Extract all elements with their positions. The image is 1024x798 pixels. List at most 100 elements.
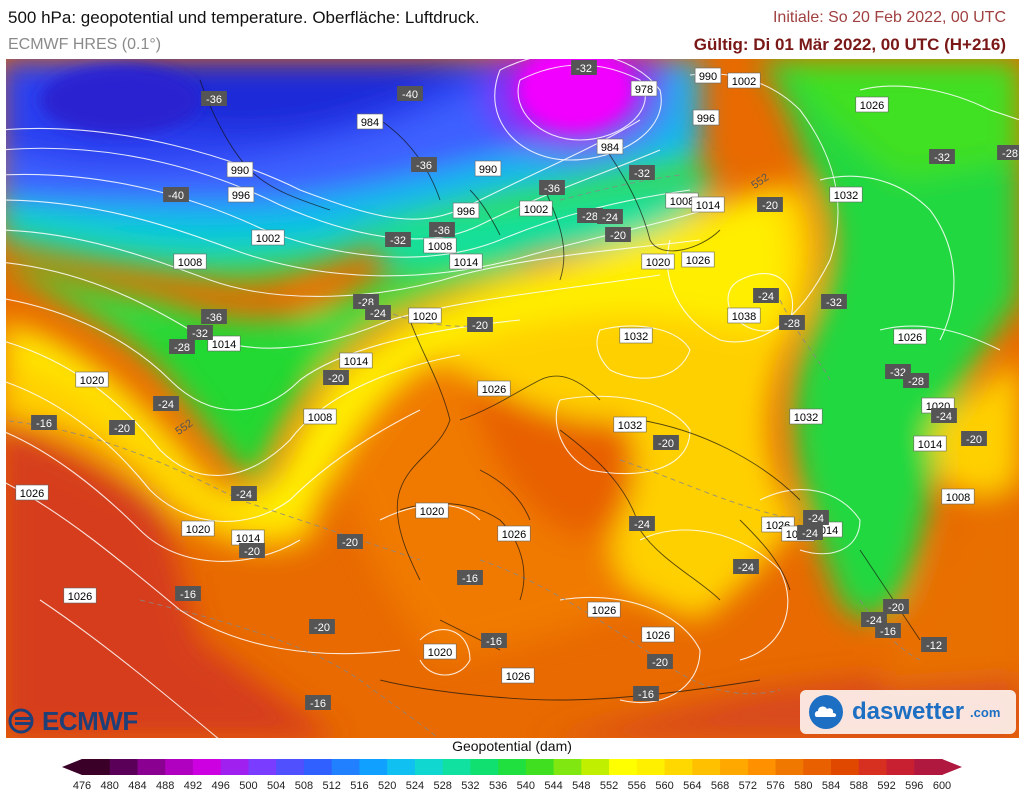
colorbar-tick-label: 552 xyxy=(599,780,619,792)
pressure-label-box xyxy=(63,587,97,604)
pressure-label: 1008 xyxy=(173,253,207,270)
ecmwf-logo: ECMWF xyxy=(8,706,138,736)
pressure-label-box xyxy=(681,251,715,268)
colorbar-tick-label: 524 xyxy=(405,780,425,792)
colorbar-segment xyxy=(470,759,499,775)
temperature-label-text: -32 xyxy=(934,152,950,164)
temperature-label-text: -24 xyxy=(802,528,818,540)
temperature-label: -24 xyxy=(597,209,623,224)
pressure-label: 1038 xyxy=(727,307,761,324)
pressure-label: 1014 xyxy=(207,335,241,352)
pressure-label-box xyxy=(691,196,725,213)
colorbar-segment xyxy=(248,759,277,775)
temperature-label-text: -40 xyxy=(402,89,418,101)
temperature-label: -28 xyxy=(779,315,805,330)
pressure-label-box xyxy=(619,327,653,344)
pressure-label-box xyxy=(501,667,535,684)
pressure-label-text: 1026 xyxy=(68,591,92,603)
valid-time: Gültig: Di 01 Mär 2022, 00 UTC (H+216) xyxy=(693,35,1006,54)
colorbar-tick-label: 564 xyxy=(683,780,702,792)
map-title: 500 hPa: geopotential und temperature. O… xyxy=(8,8,480,27)
temperature-label-box xyxy=(875,623,901,638)
temperature-label-box xyxy=(821,294,847,309)
temperature-label-box xyxy=(883,599,909,614)
pressure-label-text: 1032 xyxy=(624,331,648,343)
temperature-label: -24 xyxy=(231,486,257,501)
colorbar-tick-label: 596 xyxy=(905,780,924,792)
temperature-label-box xyxy=(997,145,1019,160)
colorbar-segment xyxy=(137,759,166,775)
temperature-label: -32 xyxy=(629,165,655,180)
temperature-label-text: -20 xyxy=(314,622,330,634)
colorbar-segment xyxy=(109,759,138,775)
pressure-label: 1026 xyxy=(587,601,621,618)
pressure-label-box xyxy=(251,229,285,246)
temperature-label-text: -24 xyxy=(738,562,754,574)
pressure-label-box xyxy=(694,67,722,84)
pressure-label-text: 1032 xyxy=(618,420,642,432)
temperature-label-box xyxy=(481,633,507,648)
colorbar-tick-label: 528 xyxy=(433,780,452,792)
colorbar-tick-label: 600 xyxy=(932,780,952,792)
pressure-label-text: 990 xyxy=(699,71,717,83)
colorbar-tick-label: 544 xyxy=(544,780,563,792)
temperature-label-box xyxy=(397,86,423,101)
colorbar-segment xyxy=(775,759,804,775)
pressure-label: 1020 xyxy=(75,371,109,388)
colorbar-tick-label: 504 xyxy=(267,780,286,792)
temperature-label-text: -36 xyxy=(544,183,560,195)
temperature-label-text: -16 xyxy=(462,573,478,585)
temperature-label-box xyxy=(629,516,655,531)
temperature-label: -20 xyxy=(109,420,135,435)
temperature-label-box xyxy=(577,208,603,223)
temperature-label: -12 xyxy=(921,637,947,652)
temperature-label: -16 xyxy=(875,623,901,638)
temperature-label: -32 xyxy=(187,325,213,340)
temperature-label-text: -24 xyxy=(634,519,650,531)
pressure-label: 1014 xyxy=(449,253,483,270)
pressure-label-box xyxy=(477,380,511,397)
colorbar-tick-label: 592 xyxy=(877,780,896,792)
temperature-label-box xyxy=(305,695,331,710)
temperature-label-box xyxy=(239,543,265,558)
colorbar-arrow-left xyxy=(62,759,82,775)
pressure-label-box xyxy=(587,601,621,618)
temperature-label: -16 xyxy=(31,415,57,430)
colorbar-segment xyxy=(498,759,527,775)
pressure-label-text: 1020 xyxy=(80,375,104,387)
colorbar-segment xyxy=(886,759,915,775)
pressure-label-text: 1032 xyxy=(794,412,818,424)
pressure-label-text: 1038 xyxy=(732,311,756,323)
pressure-label-text: 1026 xyxy=(502,529,526,541)
temperature-label-box xyxy=(605,227,631,242)
temperature-label-box xyxy=(921,637,947,652)
colorbar-segment xyxy=(276,759,305,775)
temperature-label-text: -16 xyxy=(880,626,896,638)
temperature-label-box xyxy=(753,288,779,303)
colorbar-segment xyxy=(636,759,666,775)
temperature-label: -24 xyxy=(931,408,957,423)
weather-map[interactable]: 552 552 990 1002 978 1026 984 996 984 990 990 996 1… xyxy=(6,59,1019,738)
fill-detail xyxy=(40,59,630,135)
temperature-label-text: -20 xyxy=(652,657,668,669)
pressure-label-box xyxy=(596,138,624,155)
temperature-label-text: -20 xyxy=(658,438,674,450)
temperature-label-box xyxy=(757,197,783,212)
temperature-label: -32 xyxy=(571,60,597,75)
pressure-label-box xyxy=(452,202,480,219)
colorbar-tick-label: 476 xyxy=(72,780,92,792)
daswetter-logo-text: daswetter xyxy=(852,698,965,725)
colorbar-tick-label: 512 xyxy=(322,780,341,792)
temperature-label: -20 xyxy=(323,370,349,385)
temperature-label-box xyxy=(337,534,363,549)
temperature-label-text: -32 xyxy=(826,297,842,309)
colorbar-tick-label: 488 xyxy=(156,780,175,792)
pressure-label-text: 1026 xyxy=(646,630,670,642)
temperature-label-box xyxy=(597,209,623,224)
temperature-label: -24 xyxy=(629,516,655,531)
pressure-label-text: 1002 xyxy=(732,76,756,88)
temperature-label-box xyxy=(633,686,659,701)
temperature-label-text: -24 xyxy=(602,212,618,224)
colorbar-segment xyxy=(720,759,749,775)
temperature-label-text: -20 xyxy=(888,602,904,614)
